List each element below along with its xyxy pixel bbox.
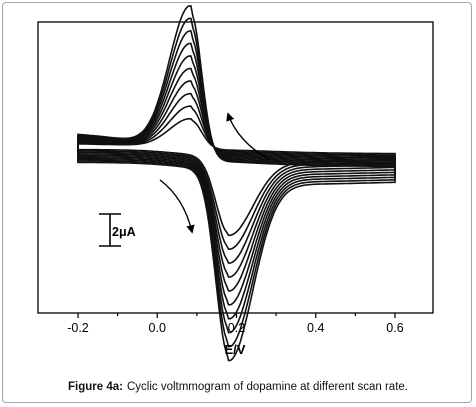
cv-series-6 [77,55,396,306]
cv-series-1 [77,118,396,237]
x-axis-label: E/V [225,342,246,357]
figure-caption: Figure 4a: Cyclic voltmmogram of dopamine… [0,381,476,393]
cv-series-8 [77,30,396,334]
caption-label: Figure 4a: [68,381,123,393]
caption-text: Cyclic voltmmogram of dopamine at differ… [126,381,408,393]
x-tick-label: -0.2 [67,321,89,335]
scale-bar-label: 2μA [112,225,136,239]
cv-series-2 [77,105,396,251]
x-axis-ticks [77,313,396,318]
scan-direction-arrow-upper [226,112,271,161]
scan-direction-arrow-lower [159,179,195,234]
x-tick-label: 0.6 [386,321,403,335]
x-tick-label: 0.0 [149,321,166,335]
cv-series-9 [77,17,396,348]
x-tick-label: 0.4 [307,321,324,335]
current-scale-bar [99,213,121,247]
cv-series-4 [77,80,396,278]
x-axis-tick-labels: -0.2 0.0 0.2 0.4 0.6 [67,321,404,335]
figure-frame [2,2,472,403]
cv-series-10 [77,5,396,362]
x-tick-label: 0.2 [228,321,245,335]
cv-curves [77,5,396,362]
cv-series-5 [77,67,396,292]
cv-series-3 [77,92,396,264]
cv-series-7 [77,42,396,320]
